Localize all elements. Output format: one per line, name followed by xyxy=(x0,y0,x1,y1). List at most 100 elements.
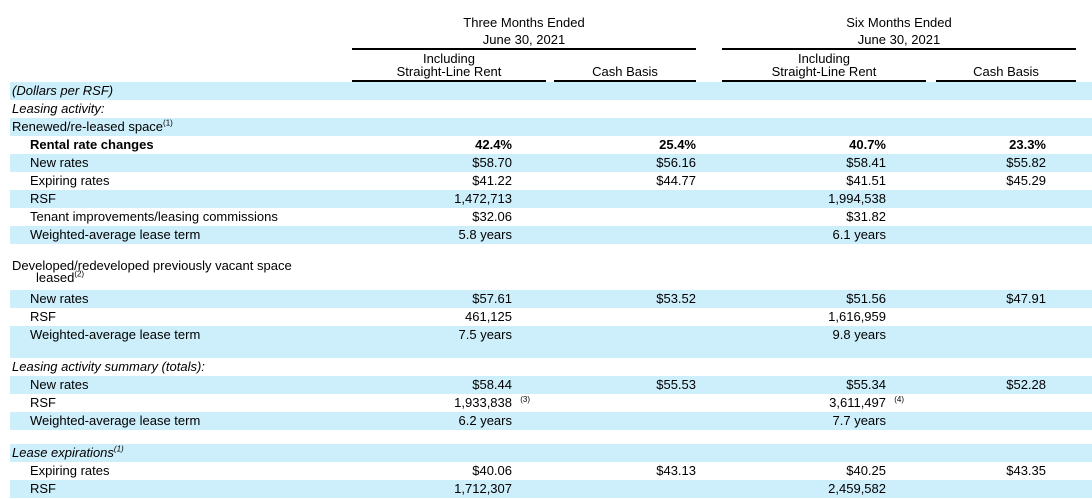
table-row: (Dollars per RSF) xyxy=(10,82,1092,100)
cell-value: 40.7% xyxy=(849,137,886,152)
six-months-header: Six Months Ended June 30, 2021 xyxy=(722,14,1076,48)
table-row: Weighted-average lease term 6.2 years 7.7 … xyxy=(10,412,1092,430)
col-cash-header-3m: Cash Basis xyxy=(554,64,696,79)
table-row: Tenant improvements/leasing commissions $… xyxy=(10,208,1092,226)
cell-value: 7.7 years xyxy=(832,413,886,428)
cell-value: 2,459,582 xyxy=(828,481,886,496)
footnote-marker: (1) xyxy=(163,118,173,128)
col-cash-rule-6m xyxy=(936,80,1076,82)
row-label-line1: Developed/redeveloped previously vacant … xyxy=(12,258,292,273)
col-cash-label: Cash Basis xyxy=(592,64,658,79)
cell-value: $53.52 xyxy=(656,291,696,306)
six-months-line2: June 30, 2021 xyxy=(857,32,941,47)
row-label: RSF xyxy=(30,309,56,324)
three-months-rule xyxy=(352,48,696,50)
row-label: Weighted-average lease term xyxy=(30,413,201,428)
col-including-line2: Straight-Line Rent xyxy=(771,64,877,79)
col-including-header-3m: Including Straight-Line Rent xyxy=(352,52,546,78)
cell-value: $58.44 xyxy=(472,377,512,392)
cell-value: 25.4% xyxy=(659,137,696,152)
table-row: Developed/redeveloped previously vacant … xyxy=(10,258,1092,290)
cell-value: $43.13 xyxy=(656,463,696,478)
cell-value: $52.28 xyxy=(1006,377,1046,392)
cell-value: $57.61 xyxy=(472,291,512,306)
col-including-line1: Including xyxy=(422,51,476,66)
cell-value: $43.35 xyxy=(1006,463,1046,478)
three-months-line1: Three Months Ended xyxy=(463,15,585,30)
table-row: New rates $58.70 $56.16 $58.41 $55.82 xyxy=(10,154,1092,172)
row-label: New rates xyxy=(30,291,89,306)
cell-value: $58.70 xyxy=(472,155,512,170)
cell-value: 6.2 years xyxy=(458,413,512,428)
row-label: RSF xyxy=(30,191,56,206)
row-label: Developed/redeveloped previously vacant … xyxy=(12,258,292,285)
cell-value: $58.41 xyxy=(846,155,886,170)
cell-value: $32.06 xyxy=(472,209,512,224)
table-row: Weighted-average lease term 7.5 years 9.8 … xyxy=(10,326,1092,344)
cell-value: 1,933,838 xyxy=(454,395,512,410)
three-months-header: Three Months Ended June 30, 2021 xyxy=(352,14,696,48)
table-row: Renewed/re-leased space(1) xyxy=(10,118,1092,136)
cell-value: $41.22 xyxy=(472,173,512,188)
table-row: Rental rate changes 42.4% 25.4% 40.7% 23.3% xyxy=(10,136,1092,154)
row-label: RSF xyxy=(30,481,56,496)
col-including-header-6m: Including Straight-Line Rent xyxy=(722,52,926,78)
cell-value: 6.1 years xyxy=(832,227,886,242)
row-label: Lease expirations(1) xyxy=(12,444,124,460)
spacer-row xyxy=(10,430,1092,444)
cell-value: $56.16 xyxy=(656,155,696,170)
col-cash-rule-3m xyxy=(554,80,696,82)
cell-value: $40.06 xyxy=(472,463,512,478)
row-label: Leasing activity summary (totals): xyxy=(12,359,205,374)
cell-value: $45.29 xyxy=(1006,173,1046,188)
cell-value: $51.56 xyxy=(846,291,886,306)
cell-value: $40.25 xyxy=(846,463,886,478)
three-months-line2: June 30, 2021 xyxy=(482,32,566,47)
spacer-row xyxy=(10,244,1092,258)
cell-value: 1,712,307 xyxy=(454,481,512,496)
row-label: New rates xyxy=(30,377,89,392)
footnote-marker: (3) xyxy=(520,395,530,404)
footnote-marker: (4) xyxy=(894,395,904,404)
six-months-rule xyxy=(722,48,1076,50)
cell-value: 3,611,497 xyxy=(829,395,886,410)
cell-value: $55.53 xyxy=(656,377,696,392)
cell-value: 1,616,959 xyxy=(828,309,886,324)
row-label: Rental rate changes xyxy=(30,137,154,152)
cell-value: $55.34 xyxy=(846,377,886,392)
cell-value: 9.8 years xyxy=(832,327,886,342)
cell-value: 42.4% xyxy=(475,137,512,152)
cell-value: 461,125 xyxy=(465,309,512,324)
leasing-activity-table: (Dollars per RSF) Leasing activity: Renewe… xyxy=(10,82,1092,498)
row-label: Leasing activity: xyxy=(12,101,105,116)
col-cash-label: Cash Basis xyxy=(973,64,1039,79)
row-label: Weighted-average lease term xyxy=(30,327,201,342)
table-row: RSF 1,933,838 3,611,497 (3) (4) xyxy=(10,394,1092,412)
spacer-row xyxy=(10,344,1092,358)
cell-value: 7.5 years xyxy=(458,327,512,342)
table-row: Weighted-average lease term 5.8 years 6.1 … xyxy=(10,226,1092,244)
row-label-line2: leased(2) xyxy=(36,269,85,285)
cell-value: $31.82 xyxy=(846,209,886,224)
footnote-marker: (2) xyxy=(74,269,85,279)
table-row: New rates $57.61 $53.52 $51.56 $47.91 xyxy=(10,290,1092,308)
cell-value: 23.3% xyxy=(1009,137,1046,152)
row-label: New rates xyxy=(30,155,89,170)
row-label: Tenant improvements/leasing commissions xyxy=(30,209,278,224)
table-row: New rates $58.44 $55.53 $55.34 $52.28 xyxy=(10,376,1092,394)
cell-value: $47.91 xyxy=(1006,291,1046,306)
cell-value: 1,472,713 xyxy=(454,191,512,206)
table-row: Lease expirations(1) xyxy=(10,444,1092,462)
col-cash-header-6m: Cash Basis xyxy=(936,64,1076,79)
table-row: RSF 1,472,713 1,994,538 xyxy=(10,190,1092,208)
table-row: Leasing activity: xyxy=(10,100,1092,118)
row-label: (Dollars per RSF) xyxy=(12,83,114,98)
table-row: Expiring rates $40.06 $43.13 $40.25 $43.35 xyxy=(10,462,1092,480)
col-including-rule-6m xyxy=(722,80,926,82)
col-including-line1: Including xyxy=(797,51,851,66)
col-including-rule-3m xyxy=(352,80,546,82)
row-label: Weighted-average lease term xyxy=(30,227,201,242)
cell-value: 5.8 years xyxy=(458,227,512,242)
col-including-line2: Straight-Line Rent xyxy=(396,64,502,79)
cell-value: $41.51 xyxy=(846,173,886,188)
